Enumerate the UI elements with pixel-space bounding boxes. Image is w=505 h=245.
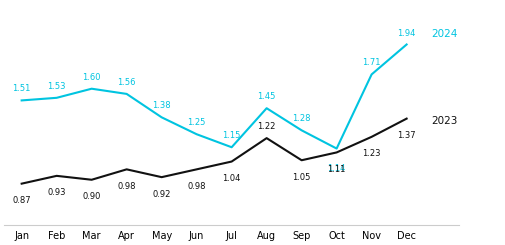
Text: 1.53: 1.53 xyxy=(47,82,66,91)
Text: 2024: 2024 xyxy=(430,29,457,39)
Text: 1.05: 1.05 xyxy=(292,173,310,182)
Text: 1.60: 1.60 xyxy=(82,73,100,82)
Text: 0.98: 0.98 xyxy=(117,182,136,191)
Text: 0.90: 0.90 xyxy=(82,192,100,201)
Text: 1.15: 1.15 xyxy=(222,131,240,140)
Text: 1.51: 1.51 xyxy=(13,85,31,94)
Text: 1.94: 1.94 xyxy=(396,28,415,37)
Text: 1.11: 1.11 xyxy=(327,165,345,174)
Text: 1.71: 1.71 xyxy=(362,59,380,67)
Text: 1.14: 1.14 xyxy=(327,164,345,173)
Text: 1.28: 1.28 xyxy=(292,114,310,123)
Text: 0.92: 0.92 xyxy=(152,190,171,199)
Text: 1.04: 1.04 xyxy=(222,174,240,183)
Text: 1.25: 1.25 xyxy=(187,118,206,127)
Text: 1.56: 1.56 xyxy=(117,78,136,87)
Text: 0.87: 0.87 xyxy=(12,196,31,205)
Text: 1.37: 1.37 xyxy=(396,131,415,140)
Text: 1.45: 1.45 xyxy=(257,92,275,101)
Text: 2023: 2023 xyxy=(430,116,457,126)
Text: 0.93: 0.93 xyxy=(47,188,66,197)
Text: 0.98: 0.98 xyxy=(187,182,206,191)
Text: 1.38: 1.38 xyxy=(152,101,171,110)
Text: 1.22: 1.22 xyxy=(257,122,275,131)
Text: 1.23: 1.23 xyxy=(362,149,380,158)
